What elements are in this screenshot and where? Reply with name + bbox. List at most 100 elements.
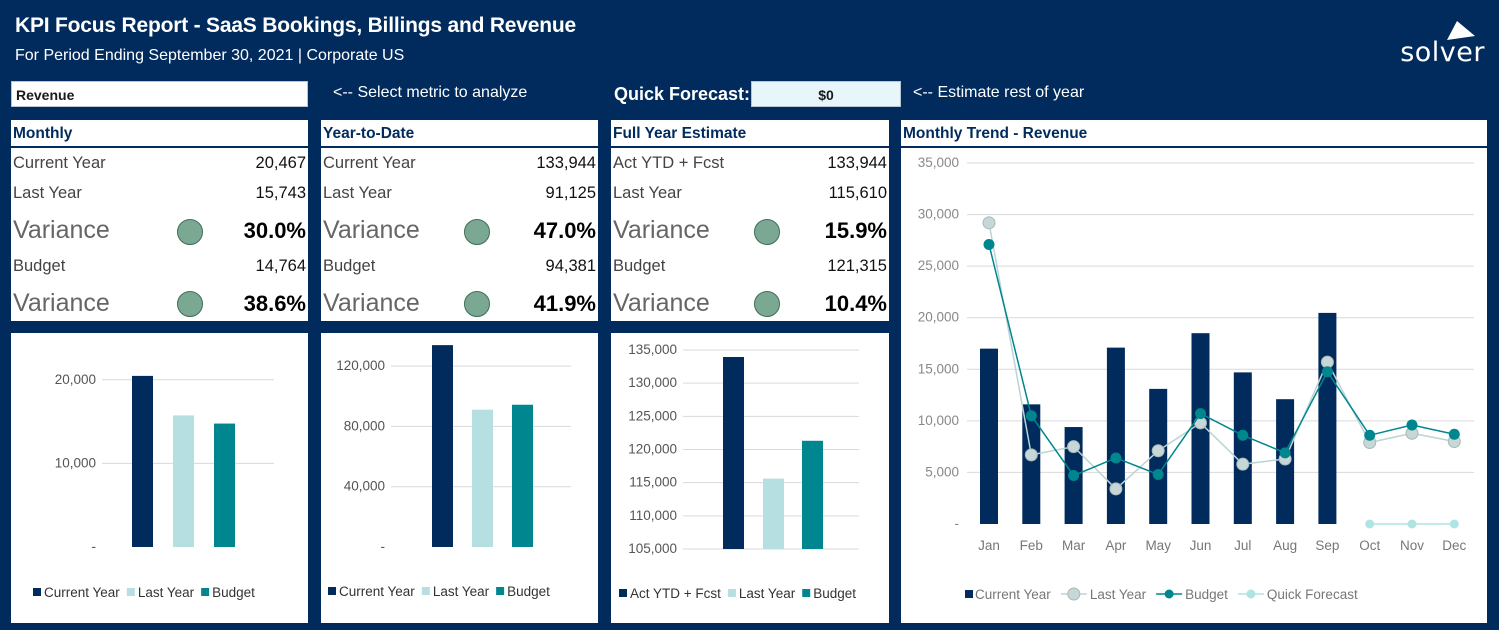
metric-select[interactable]: Revenue [11, 81, 308, 107]
budget-point [1237, 429, 1249, 441]
x-tick-label: Apr [1105, 538, 1127, 553]
last-year-label: Last Year [613, 184, 682, 202]
x-tick-label: Jul [1234, 538, 1251, 553]
legend-label: Budget [813, 586, 856, 601]
divider [611, 146, 889, 148]
variance-ly-value: 15.9% [824, 217, 887, 243]
y-tick-label: 20,000 [55, 372, 96, 387]
variance-status-icon [177, 291, 203, 317]
quick-forecast-point [1407, 519, 1417, 529]
last-year-point [1109, 482, 1123, 496]
budget-label: Budget [613, 257, 666, 275]
variance-status-icon [177, 219, 203, 245]
bar-current-year-sep [1318, 312, 1337, 524]
x-tick-label: Nov [1400, 538, 1424, 553]
legend-swatch [126, 588, 135, 596]
last-year-point [1236, 457, 1250, 471]
report-subtitle: For Period Ending September 30, 2021 | C… [15, 47, 405, 64]
y-tick-label: 105,000 [628, 541, 677, 556]
current-year-label: Current Year [323, 154, 416, 172]
variance-budget-value: 10.4% [824, 290, 887, 316]
budget-point [1110, 452, 1122, 464]
y-tick-label: 135,000 [628, 342, 677, 357]
bar-budget [512, 404, 533, 547]
bar-current-year [432, 345, 453, 547]
last-year-point [982, 216, 996, 230]
last-year-line [988, 222, 1455, 490]
x-tick-label: May [1145, 538, 1171, 553]
legend-label: Budget [1185, 587, 1228, 602]
bar-budget [214, 423, 235, 547]
y-tick-label: 80,000 [344, 418, 385, 433]
variance-label: Variance [323, 216, 420, 244]
legend-label: Quick Forecast [1267, 587, 1358, 602]
monthly-kpi-panel: Monthly Current Year 20,467 Last Year 15,7… [11, 120, 308, 321]
y-tick-label: - [92, 539, 97, 554]
budget-value: 94,381 [545, 257, 596, 275]
variance-budget-value: 41.9% [533, 290, 596, 316]
budget-label: Budget [13, 257, 66, 275]
budget-line [988, 244, 1455, 477]
legend-label: Current Year [975, 587, 1051, 602]
budget-point [983, 238, 995, 250]
variance-label: Variance [613, 289, 710, 317]
monthly-trend-panel: Monthly Trend - Revenue - 5,000 10,000 15,0… [901, 120, 1487, 623]
legend-marker [1246, 589, 1256, 599]
y-tick-label: 5,000 [925, 464, 959, 479]
act-ytd-fcst-label: Act YTD + Fcst [613, 154, 725, 172]
bar-current-year-apr [1106, 347, 1125, 524]
quick-forecast-input[interactable]: $0 [751, 81, 901, 107]
last-year-value: 15,743 [255, 184, 306, 202]
variance-status-icon [464, 219, 490, 245]
current-year-label: Current Year [13, 154, 106, 172]
divider [901, 146, 1487, 148]
ytd-chart-panel: - 40,000 80,000 120,000 Current Year Last Yea… [321, 333, 598, 623]
panel-title: Monthly Trend - Revenue [903, 125, 1088, 142]
ytd-kpi-panel: Year-to-Date Current Year 133,944 Last Ye… [321, 120, 598, 321]
budget-value: 14,764 [255, 257, 306, 275]
variance-label: Variance [13, 289, 110, 317]
bar-current-year-jan [980, 348, 998, 524]
full-year-chart-panel: 105,000 110,000 115,000 120,000 125,000 130,0… [611, 333, 889, 623]
last-year-label: Last Year [13, 184, 82, 202]
budget-point [1152, 468, 1164, 480]
bar-last-year [472, 409, 493, 547]
legend-label: Budget [507, 584, 550, 599]
bar-last-year [763, 478, 784, 549]
variance-status-icon [754, 219, 780, 245]
y-tick-label: 30,000 [918, 207, 959, 222]
legend-label: Last Year [433, 584, 490, 599]
x-tick-label: Jan [978, 538, 1000, 553]
variance-label: Variance [13, 216, 110, 244]
quick-forecast-point [1449, 519, 1459, 529]
variance-status-icon [754, 291, 780, 317]
x-tick-label: Aug [1273, 538, 1297, 553]
solver-logo: solver [1395, 18, 1485, 68]
quick-forecast-point [1365, 519, 1375, 529]
bar-budget [802, 440, 823, 549]
legend-swatch [201, 588, 210, 596]
quick-forecast-label: Quick Forecast: [614, 84, 751, 104]
bar-last-year [173, 415, 194, 547]
legend-swatch [802, 589, 811, 597]
panel-title: Year-to-Date [323, 125, 415, 142]
panel-title: Full Year Estimate [613, 125, 747, 142]
report-title: KPI Focus Report - SaaS Bookings, Billin… [15, 14, 576, 37]
full-year-bar-chart: 105,000 110,000 115,000 120,000 125,000 130,0… [619, 342, 859, 601]
budget-point [1364, 429, 1376, 441]
legend-label: Last Year [739, 586, 796, 601]
variance-status-icon [464, 291, 490, 317]
variance-budget-value: 38.6% [243, 290, 306, 316]
x-tick-label: Feb [1020, 538, 1043, 553]
y-tick-label: 10,000 [918, 413, 959, 428]
legend-label: Last Year [138, 585, 195, 600]
legend-label: Last Year [1090, 587, 1147, 602]
x-tick-label: Mar [1062, 538, 1086, 553]
last-year-label: Last Year [323, 184, 392, 202]
metric-hint: <-- Select metric to analyze [333, 84, 528, 101]
y-tick-label: 130,000 [628, 375, 677, 390]
variance-ly-value: 30.0% [243, 217, 306, 243]
legend-label: Budget [212, 585, 255, 600]
y-tick-label: - [381, 539, 386, 554]
y-tick-label: 125,000 [628, 408, 677, 423]
